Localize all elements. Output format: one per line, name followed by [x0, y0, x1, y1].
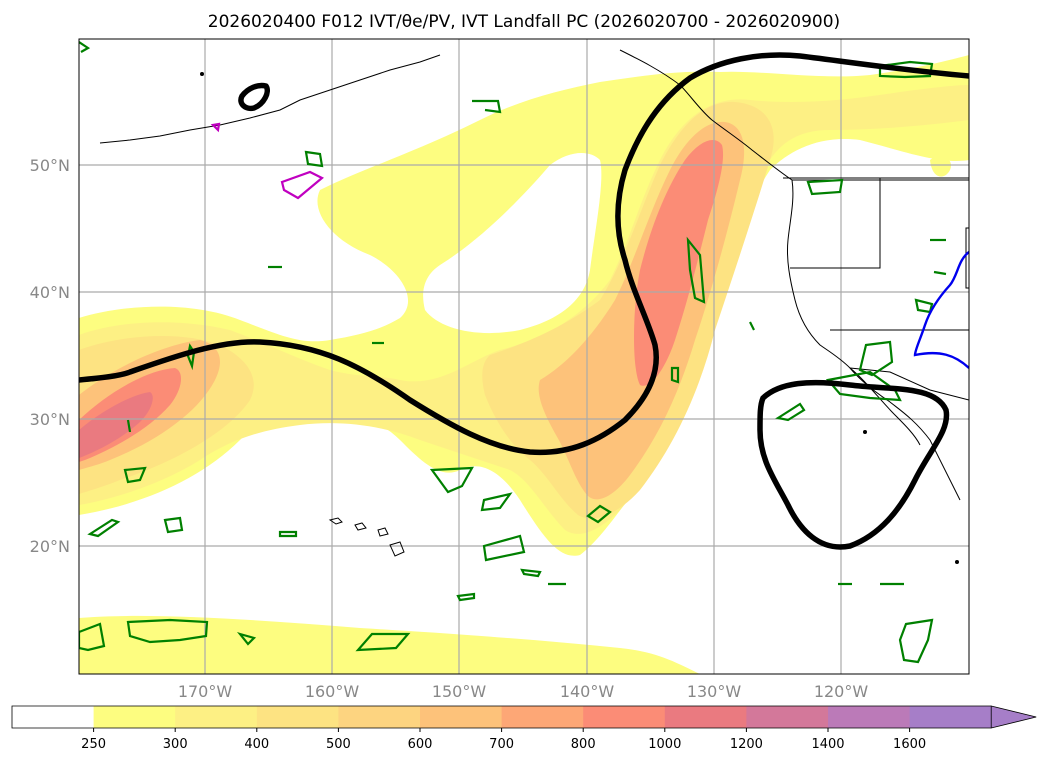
pv-contour	[123, 466, 147, 484]
island-dot	[200, 72, 204, 76]
pv-contour	[429, 466, 474, 494]
pv-contour	[933, 270, 947, 276]
north-america-west-coast	[787, 179, 961, 501]
pv-contour-magenta	[210, 122, 221, 133]
colorbar-tick-label: 1000	[648, 737, 681, 752]
lon-label: 150°W	[432, 682, 487, 701]
colorbar-segment	[664, 706, 747, 728]
ivt-gap	[423, 153, 602, 334]
alaska-coast	[619, 49, 969, 181]
colorbar-segment	[338, 706, 421, 728]
pv-contour	[825, 370, 902, 402]
aleutian-islands	[99, 54, 441, 144]
pv-contour	[520, 568, 542, 578]
lat-label: 30°N	[30, 410, 70, 429]
colorbar-tick-label: 1200	[730, 737, 763, 752]
pv-contour	[87, 518, 121, 538]
colorbar-tick-label: 1400	[811, 737, 844, 752]
pv-contour	[480, 492, 513, 512]
lon-label: 120°W	[814, 682, 869, 701]
lat-label: 20°N	[30, 537, 70, 556]
state-border-east	[965, 227, 969, 289]
pv-contour	[355, 632, 411, 652]
colorbar-segment	[583, 706, 666, 728]
state-border-1	[790, 178, 881, 269]
pv-contour	[126, 618, 209, 644]
pv-contour	[79, 622, 106, 652]
pv-contour	[858, 340, 894, 377]
colorbar-segment	[175, 706, 258, 728]
pv-contour	[586, 504, 612, 524]
us-border-mexico	[849, 367, 969, 401]
island-dot	[955, 560, 959, 564]
pv-contour	[878, 60, 934, 79]
ivt-fill-level5-river	[634, 140, 724, 386]
pv-contour	[749, 321, 755, 331]
colorbar-tick-label: 1600	[893, 737, 926, 752]
coastlines	[99, 49, 969, 564]
pv-contour	[278, 530, 298, 538]
theta-e-contours	[79, 52, 969, 550]
colorbar-tick-label: 700	[489, 737, 514, 752]
longitude-labels: 170°W 160°W 150°W 140°W 130°W 120°W	[178, 682, 869, 701]
colorbar: 250 300 400 500 600 700 800 1000 1200 1400 1600	[11, 705, 1037, 752]
latitude-labels: 50°N 40°N 30°N 20°N	[30, 156, 70, 556]
hawaii-islands	[328, 517, 405, 557]
colorbar-tick-label: 300	[163, 737, 188, 752]
map-frame	[78, 38, 970, 675]
theta-e-contour-main	[79, 52, 969, 456]
pv-contour	[456, 592, 476, 602]
pv-contour	[670, 366, 680, 384]
colorbar-segment	[909, 706, 992, 728]
lon-label: 130°W	[687, 682, 742, 701]
lon-label: 170°W	[178, 682, 233, 701]
colorbar-segment	[256, 706, 339, 728]
baja-california	[849, 367, 921, 446]
plot-title: 2026020400 F012 IVT/θe/PV, IVT Landfall …	[208, 12, 840, 32]
colorbar-segment	[93, 706, 176, 728]
blue-contour	[913, 251, 969, 369]
colorbar-segment	[828, 706, 911, 728]
pv-contour	[686, 236, 706, 304]
lat-label: 50°N	[30, 156, 70, 175]
theta-e-contour-small	[238, 82, 270, 112]
pv-contours	[79, 41, 947, 664]
pv-contour	[304, 150, 324, 168]
pv-contour	[236, 631, 257, 646]
pv-contour	[472, 99, 502, 114]
graticule	[79, 39, 969, 674]
colorbar-tick-label: 500	[326, 737, 351, 752]
pv-contour	[163, 516, 184, 534]
colorbar-tick-label: 600	[408, 737, 433, 752]
colorbar-tick-label: 250	[81, 737, 106, 752]
ivt-fill-level1-ne	[930, 156, 951, 177]
ivt-fill-band-south	[79, 615, 700, 674]
island-dot	[863, 430, 867, 434]
colorbar-tick-label: 400	[244, 737, 269, 752]
pv-contour	[126, 419, 132, 433]
pv-contour	[806, 178, 844, 196]
theta-e-contour-cutoff	[757, 379, 950, 550]
colorbar-tick-label: 800	[571, 737, 596, 752]
lon-label: 140°W	[560, 682, 615, 701]
lat-label: 40°N	[30, 283, 70, 302]
pv-contour	[898, 618, 934, 664]
map-layers	[79, 39, 969, 674]
colorbar-segment	[12, 706, 95, 728]
ivt-fill-level6	[79, 392, 153, 458]
pv-contour	[79, 41, 91, 53]
lon-label: 160°W	[305, 682, 360, 701]
pv-contour	[775, 402, 806, 422]
pv-contour	[482, 534, 526, 562]
pv-contour-magenta	[280, 170, 324, 200]
colorbar-extend-arrow	[990, 705, 1037, 729]
colorbar-segment	[420, 706, 503, 728]
colorbar-segment	[746, 706, 829, 728]
colorbar-segment	[501, 706, 584, 728]
